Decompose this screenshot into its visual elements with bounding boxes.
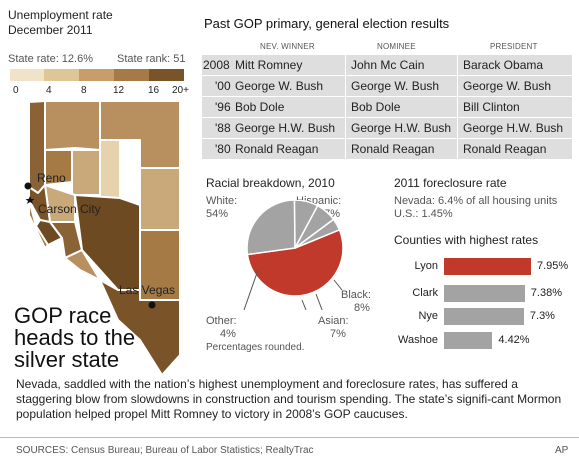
state-rate: State rate: 12.6%: [8, 53, 93, 65]
state-rank: State rank: 51: [117, 53, 186, 65]
row-winner: George W. Bush: [235, 79, 324, 93]
headline: GOP race heads to the silver state: [14, 305, 135, 371]
summary-text: Nevada, saddled with the nation’s highes…: [16, 377, 562, 421]
row-nominee: George W. Bush: [351, 79, 440, 93]
ap-credit: AP: [555, 445, 569, 456]
row-winner: Mitt Romney: [235, 58, 303, 72]
foreclosure-nevada: Nevada: 6.4% of all housing units: [394, 195, 558, 207]
county-eureka: [99, 139, 121, 199]
legend-swatch: [44, 69, 79, 81]
row-nominee: John Mc Cain: [351, 58, 425, 72]
row-year: '88: [215, 121, 231, 135]
label-asian-value: 7%: [330, 328, 346, 340]
row-year: 2008: [203, 58, 230, 72]
county-label: Washoe: [398, 334, 438, 346]
table-row: '80 Ronald Reagan Ronald Reagan Ronald R…: [202, 139, 572, 159]
label-black-value: 8%: [354, 302, 370, 314]
pie-slice-white: [246, 228, 344, 297]
label-asian-name: Asian:: [318, 315, 349, 327]
counties-title: Counties with highest rates: [394, 233, 539, 247]
headline-line: GOP race: [14, 303, 112, 328]
racial-note: Percentages rounded.: [206, 342, 305, 353]
row-president: Barack Obama: [463, 58, 544, 72]
row-year: '80: [215, 142, 231, 156]
label-white-name: White:: [206, 195, 238, 207]
table-row: '00 George W. Bush George W. Bush George…: [202, 76, 572, 96]
legend-tick: 8: [81, 85, 87, 96]
county-label: Lyon: [414, 260, 438, 272]
foreclosure-title: 2011 foreclosure rate: [394, 176, 507, 190]
footer-divider: [0, 437, 579, 438]
racial-pie-chart: [243, 200, 344, 310]
row-president: George W. Bush: [463, 79, 552, 93]
county-clark: [99, 279, 181, 376]
county-value-label: 4.42%: [498, 334, 530, 346]
header-president: PRESIDENT: [490, 42, 538, 51]
county-value-label: 7.3%: [529, 310, 555, 322]
county-bar: [444, 285, 525, 302]
row-nominee: Bob Dole: [351, 100, 401, 114]
reno-dot: [24, 182, 32, 190]
row-winner: Ronald Reagan: [235, 142, 319, 156]
county-label: Clark: [412, 287, 438, 299]
legend-tick: 12: [113, 85, 125, 96]
pie-slice-other: [294, 218, 341, 249]
table-row: 2008 Mitt Romney John Mc Cain Barack Oba…: [202, 55, 572, 75]
legend-tick: 16: [148, 85, 160, 96]
row-president: Bill Clinton: [463, 100, 520, 114]
nevada-map: [24, 100, 181, 376]
capital-star-icon: [25, 196, 35, 204]
legend-tick: 0: [13, 85, 19, 96]
label-black-name: Black:: [341, 289, 371, 301]
county-value-label: 7.95%: [537, 260, 569, 272]
county-bar: [444, 308, 524, 325]
row-winner: Bob Dole: [235, 100, 285, 114]
table-row: '88 George H.W. Bush George H.W. Bush Ge…: [202, 118, 572, 138]
label-other-value: 4%: [220, 328, 236, 340]
header-nev-winner: NEV. WINNER: [260, 42, 315, 51]
results-title: Past GOP primary, general election resul…: [204, 16, 450, 31]
city-label-reno: Reno: [37, 171, 66, 185]
county-label: Nye: [418, 310, 438, 322]
legend-swatch: [114, 69, 149, 81]
headline-line: heads to the: [14, 325, 136, 350]
row-nominee: Ronald Reagan: [351, 142, 435, 156]
racial-title: Racial breakdown, 2010: [206, 176, 335, 190]
legend-swatch: [79, 69, 114, 81]
county-douglas: [28, 199, 49, 249]
row-year: '96: [215, 100, 231, 114]
row-president: George H.W. Bush: [463, 121, 564, 135]
label-white-value: 54%: [206, 208, 229, 220]
label-other-name: Other:: [206, 315, 237, 327]
headline-line: silver state: [14, 347, 120, 372]
legend-tick: 20+: [172, 85, 189, 96]
county-white-pine: [139, 167, 181, 231]
table-row: '96 Bob Dole Bob Dole Bill Clinton: [202, 97, 572, 117]
las-vegas-dot: [148, 301, 156, 309]
map-title-line1: Unemployment rate: [8, 8, 113, 22]
row-winner: George H.W. Bush: [235, 121, 336, 135]
county-value-label: 7.38%: [530, 287, 562, 299]
city-label-las-vegas: Las Vegas: [119, 283, 176, 297]
sources-text: SOURCES: Census Bureau; Bureau of Labor …: [16, 445, 314, 456]
legend-swatch: [10, 69, 44, 81]
row-year: '00: [215, 79, 231, 93]
map-title-line2: December 2011: [8, 23, 93, 37]
row-president: Ronald Reagan: [463, 142, 547, 156]
county-bar: [444, 258, 531, 275]
row-nominee: George H.W. Bush: [351, 121, 452, 135]
city-label-carson-city: Carson City: [38, 202, 101, 216]
county-humboldt: [44, 100, 101, 151]
header-nominee: NOMINEE: [377, 42, 416, 51]
county-bar: [444, 332, 493, 349]
legend-swatch: [149, 69, 184, 81]
legend-tick: 4: [46, 85, 52, 96]
county-lander: [71, 149, 101, 196]
pie-slice-hispanic: [246, 200, 296, 256]
pie-leader-lines: [243, 269, 343, 310]
foreclosure-us: U.S.: 1.45%: [394, 208, 453, 220]
